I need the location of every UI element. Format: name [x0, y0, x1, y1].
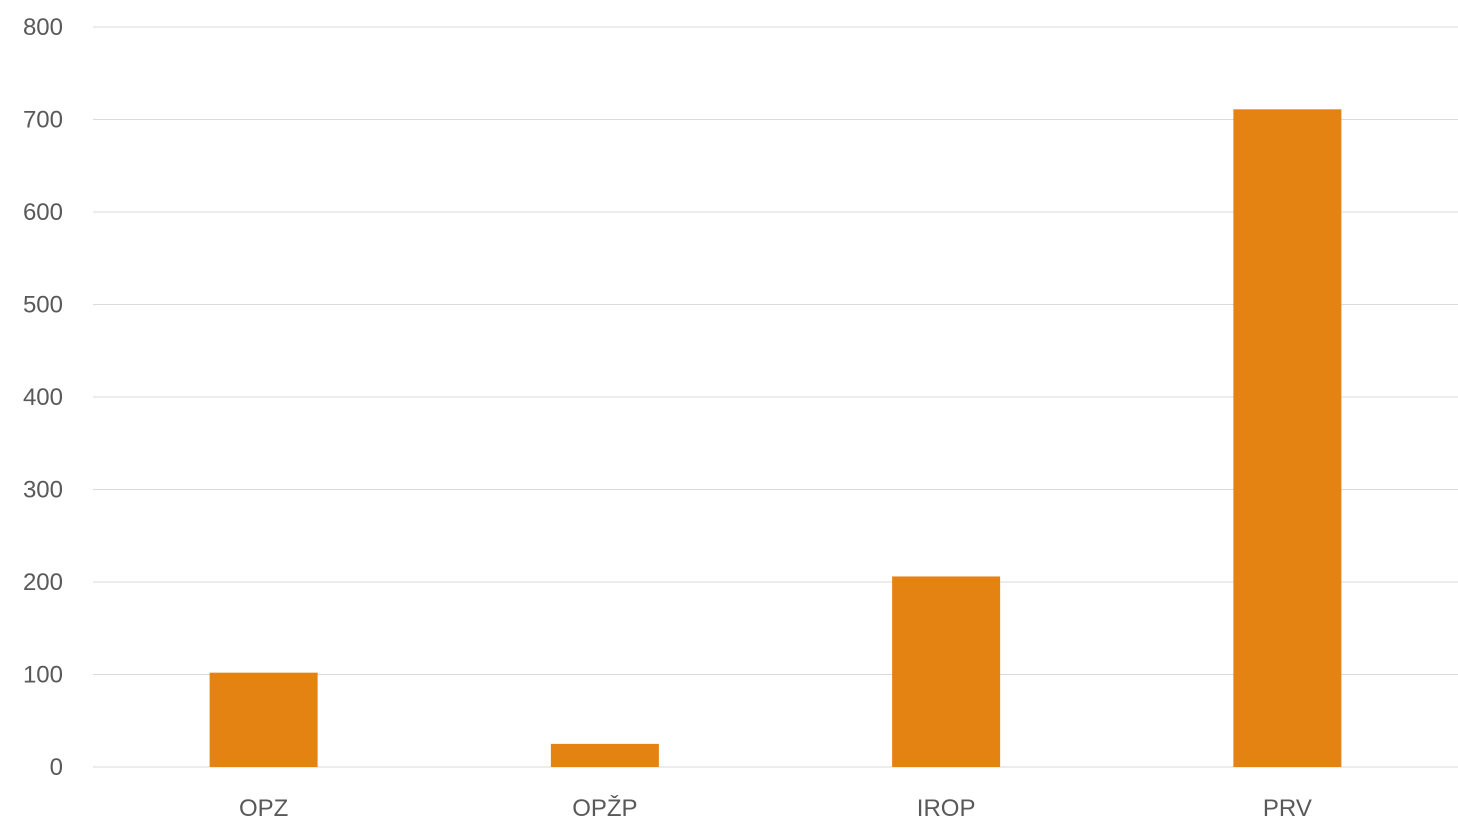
y-tick-label: 400	[23, 384, 63, 411]
bars	[209, 109, 1342, 767]
bar-prv	[1233, 109, 1342, 767]
y-tick-label: 700	[23, 107, 63, 134]
y-tick-label: 500	[23, 292, 63, 319]
bar-opžp	[550, 743, 659, 767]
bar-opz	[209, 672, 318, 767]
x-tick-label: IROP	[917, 795, 976, 822]
y-axis-ticks: 0 100 200 300 400 500 600 700 800	[23, 14, 63, 781]
y-tick-label: 100	[23, 662, 63, 689]
x-tick-label: OPZ	[239, 795, 288, 822]
x-tick-label: OPŽP	[572, 795, 637, 822]
y-tick-label: 300	[23, 477, 63, 504]
y-tick-label: 0	[50, 754, 63, 781]
y-tick-label: 800	[23, 14, 63, 41]
gridlines	[93, 26, 1458, 768]
x-axis-ticks: OPZ OPŽP IROP PRV	[239, 795, 1312, 822]
y-tick-label: 200	[23, 569, 63, 596]
y-tick-label: 600	[23, 199, 63, 226]
x-tick-label: PRV	[1263, 795, 1312, 822]
bar-irop	[892, 576, 1001, 767]
